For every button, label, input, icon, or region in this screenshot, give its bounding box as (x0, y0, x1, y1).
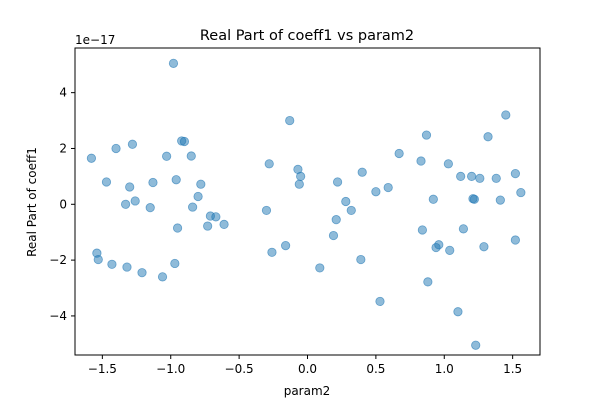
data-point-73 (510, 235, 520, 245)
data-point-7 (122, 262, 132, 272)
data-point-66 (475, 173, 485, 183)
data-point-14 (157, 272, 168, 282)
data-point-10 (130, 196, 140, 206)
data-point-19 (172, 223, 183, 233)
y-tick-label: 4 (59, 86, 67, 100)
data-point-33 (281, 240, 291, 251)
data-point-11 (137, 268, 147, 278)
y-axis-title: Real Part of coeff1 (25, 147, 39, 257)
x-axis-ticks: −1.5 −1.0 −0.5 0.0 0.5 1.0 1.5 (88, 355, 522, 376)
data-point-25 (196, 179, 206, 189)
plot-frame (74, 47, 541, 356)
data-point-9 (127, 139, 138, 149)
data-point-8 (125, 182, 135, 192)
y-offset-label: 1e−17 (75, 33, 115, 47)
data-point-5 (111, 143, 121, 154)
chart-title: Real Part of coeff1 vs param2 (200, 28, 414, 44)
data-point-16 (168, 58, 179, 68)
data-point-21 (179, 136, 190, 147)
data-point-40 (331, 215, 341, 225)
data-point-51 (417, 225, 427, 235)
data-point-54 (428, 194, 438, 204)
data-point-31 (264, 159, 274, 169)
data-point-68 (483, 132, 493, 142)
data-point-23 (188, 202, 198, 212)
data-point-3 (101, 177, 112, 187)
points-layer (86, 58, 526, 350)
data-point-58 (445, 245, 455, 255)
y-tick-label: −2 (49, 253, 67, 267)
data-point-70 (495, 195, 505, 205)
data-point-38 (315, 263, 325, 273)
data-point-24 (193, 191, 203, 202)
x-tick-label: 0.0 (298, 362, 317, 376)
data-point-17 (170, 258, 180, 269)
data-point-61 (458, 224, 469, 234)
x-tick-label: −1.5 (88, 362, 117, 376)
data-point-57 (443, 159, 453, 169)
data-point-12 (145, 203, 155, 213)
y-tick-label: 0 (59, 197, 67, 211)
data-point-45 (357, 167, 367, 177)
data-point-44 (356, 254, 366, 265)
y-tick-label: 2 (59, 141, 67, 155)
data-point-29 (219, 219, 229, 229)
data-point-65 (471, 340, 481, 350)
data-point-4 (107, 259, 117, 269)
data-point-50 (416, 156, 426, 166)
data-point-13 (148, 177, 158, 188)
data-point-48 (383, 182, 393, 193)
data-point-34 (285, 115, 295, 126)
data-point-30 (261, 205, 272, 216)
data-point-74 (516, 187, 526, 198)
x-axis-title: param2 (284, 384, 331, 398)
data-point-71 (501, 110, 511, 120)
data-point-28 (211, 212, 221, 222)
data-point-62 (467, 171, 477, 181)
data-point-15 (162, 151, 172, 161)
data-point-49 (394, 148, 404, 159)
y-tick-label: −4 (49, 309, 67, 323)
data-point-53 (423, 277, 433, 287)
x-tick-label: 1.5 (503, 362, 522, 376)
data-point-60 (456, 171, 466, 181)
x-tick-label: 1.0 (435, 362, 454, 376)
data-point-52 (421, 130, 432, 140)
x-tick-label: −0.5 (225, 362, 254, 376)
data-point-72 (510, 168, 520, 179)
x-tick-label: 0.5 (366, 362, 385, 376)
data-point-22 (186, 151, 196, 161)
data-point-41 (332, 177, 343, 187)
data-point-67 (479, 242, 489, 252)
data-point-64 (469, 194, 479, 204)
data-point-39 (328, 230, 339, 241)
data-point-36 (294, 179, 304, 189)
data-point-42 (341, 196, 351, 207)
data-point-32 (267, 247, 277, 257)
x-tick-label: −1.0 (156, 362, 185, 376)
data-point-0 (86, 153, 97, 163)
data-point-18 (171, 175, 181, 185)
data-point-26 (203, 221, 213, 231)
data-point-59 (453, 307, 463, 317)
data-point-37 (296, 171, 306, 181)
data-point-46 (371, 187, 381, 197)
data-point-69 (491, 173, 501, 183)
data-point-47 (375, 296, 385, 307)
y-axis-ticks: −4 −2 0 2 4 (49, 86, 75, 323)
data-point-6 (121, 199, 131, 209)
data-point-43 (346, 205, 356, 216)
data-point-56 (434, 240, 444, 250)
data-point-2 (93, 254, 103, 265)
